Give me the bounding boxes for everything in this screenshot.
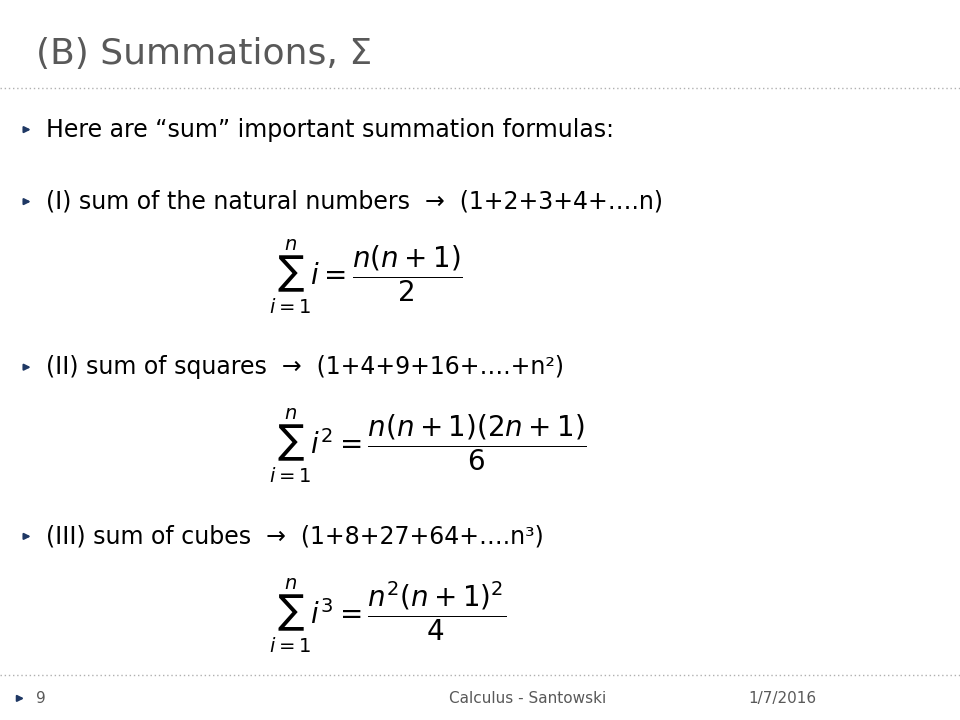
Text: Calculus - Santowski: Calculus - Santowski [449,691,607,706]
Text: $\sum_{i=1}^{n} i = \dfrac{n(n+1)}{2}$: $\sum_{i=1}^{n} i = \dfrac{n(n+1)}{2}$ [269,238,463,316]
Text: (III) sum of cubes  →  (1+8+27+64+….n³): (III) sum of cubes → (1+8+27+64+….n³) [46,524,543,549]
Text: $\sum_{i=1}^{n} i^2 = \dfrac{n(n+1)(2n+1)}{6}$: $\sum_{i=1}^{n} i^2 = \dfrac{n(n+1)(2n+1… [269,408,587,485]
Text: (I) sum of the natural numbers  →  (1+2+3+4+….n): (I) sum of the natural numbers → (1+2+3+… [46,189,663,214]
Text: $\sum_{i=1}^{n} i^3 = \dfrac{n^2(n+1)^2}{4}$: $\sum_{i=1}^{n} i^3 = \dfrac{n^2(n+1)^2}… [269,577,506,654]
Text: 1/7/2016: 1/7/2016 [749,691,817,706]
Text: Here are “sum” important summation formulas:: Here are “sum” important summation formu… [46,117,614,142]
Text: 9: 9 [36,691,46,706]
Text: (B) Summations, Σ: (B) Summations, Σ [36,37,372,71]
Text: (II) sum of squares  →  (1+4+9+16+….+n²): (II) sum of squares → (1+4+9+16+….+n²) [46,355,564,379]
